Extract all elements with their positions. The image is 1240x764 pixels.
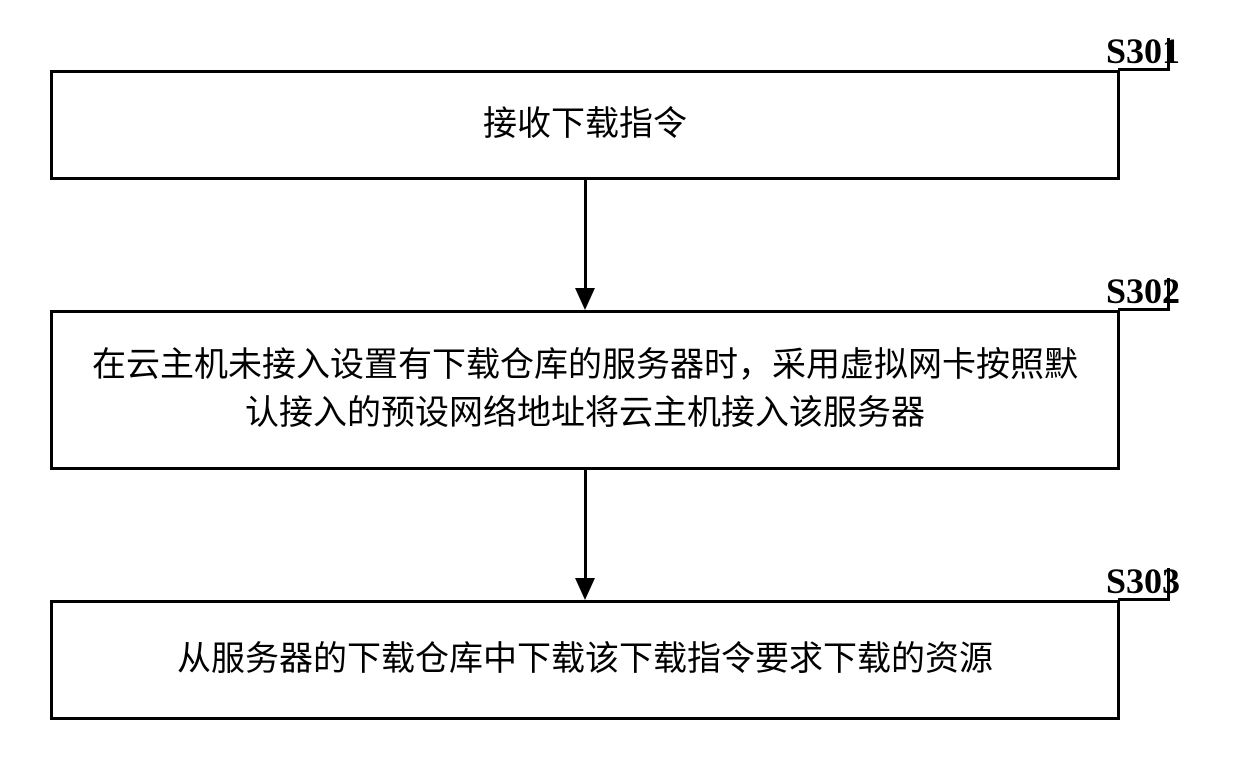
step-s302-box: 在云主机未接入设置有下载仓库的服务器时，采用虚拟网卡按照默认接入的预设网络地址将… — [50, 310, 1120, 470]
step-s301-leader-horiz — [1118, 68, 1170, 71]
step-s301-text: 接收下载指令 — [483, 101, 687, 149]
step-s303-leader-vert — [1167, 568, 1170, 598]
step-s301-leader-vert — [1167, 38, 1170, 68]
step-s302-leader-vert — [1167, 278, 1170, 308]
step-s303-box: 从服务器的下载仓库中下载该下载指令要求下载的资源 — [50, 600, 1120, 720]
arrow-s301-s302-head — [575, 288, 595, 310]
step-s301-box: 接收下载指令 — [50, 70, 1120, 180]
step-s302-leader-horiz — [1118, 308, 1170, 311]
step-s302-text: 在云主机未接入设置有下载仓库的服务器时，采用虚拟网卡按照默认接入的预设网络地址将… — [83, 342, 1087, 437]
arrow-s302-s303-head — [575, 578, 595, 600]
step-s303-leader-horiz — [1118, 598, 1170, 601]
step-s303-text: 从服务器的下载仓库中下载该下载指令要求下载的资源 — [177, 636, 993, 684]
arrow-s301-s302-shaft — [584, 180, 587, 288]
arrow-s302-s303-shaft — [584, 470, 587, 578]
